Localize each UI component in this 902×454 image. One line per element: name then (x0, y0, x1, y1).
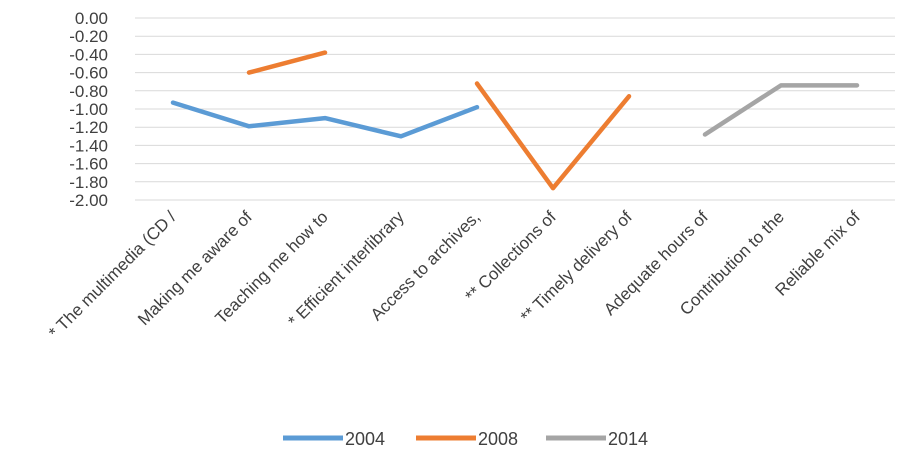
series-line-2008 (246, 50, 328, 75)
x-tick-label: * The multimedia (CD / (45, 207, 180, 342)
y-tick-label: -1.20 (69, 118, 108, 137)
legend-label-2004: 2004 (345, 429, 385, 449)
series-line-2004 (170, 100, 480, 139)
y-tick-label: -1.80 (69, 173, 108, 192)
gridlines (135, 17, 895, 201)
y-tick-label: -0.80 (69, 82, 108, 101)
y-tick-label: -2.00 (69, 191, 108, 210)
series-line-2014 (702, 83, 860, 137)
y-tick-label: -0.60 (69, 64, 108, 83)
legend-label-2008: 2008 (478, 429, 518, 449)
y-tick-label: -1.60 (69, 155, 108, 174)
y-axis-ticks: 0.00-0.20-0.40-0.60-0.80-1.00-1.20-1.40-… (69, 9, 108, 210)
series-line-2008 (474, 81, 632, 191)
y-tick-label: -1.00 (69, 100, 108, 119)
y-tick-label: -0.40 (69, 45, 108, 64)
legend: 2004 2008 2014 (283, 429, 648, 449)
y-tick-label: -1.40 (69, 136, 108, 155)
y-tick-label: -0.20 (69, 27, 108, 46)
series-lines (170, 50, 860, 191)
x-axis-ticks: * The multimedia (CD /Making me aware of… (45, 207, 864, 342)
legend-label-2014: 2014 (608, 429, 648, 449)
y-tick-label: 0.00 (75, 9, 108, 28)
